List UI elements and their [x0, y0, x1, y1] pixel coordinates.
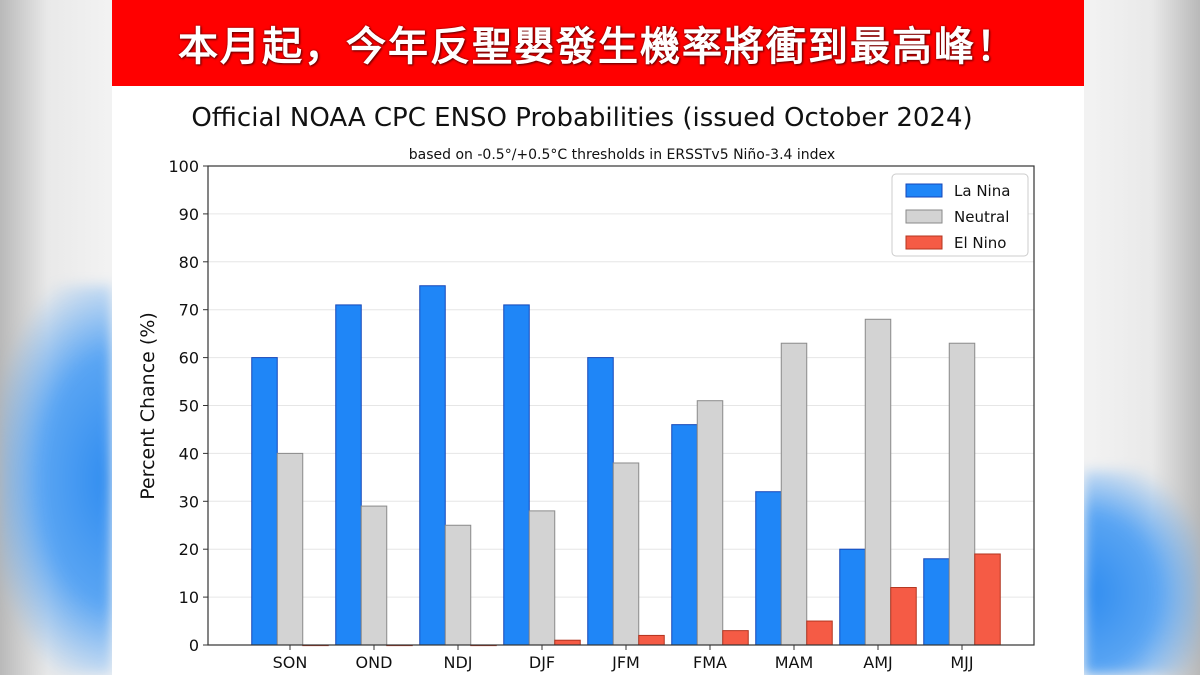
bar-el-nino-mam [806, 620, 833, 646]
x-tick-label: AMJ [863, 653, 892, 672]
bar-el-nino-mjj [974, 553, 1001, 646]
x-tick-label: MJJ [950, 653, 973, 672]
bar-neutral-amj [864, 318, 892, 646]
bar-la-nina-djf [503, 304, 530, 646]
legend-swatch-neutral [905, 209, 943, 224]
y-tick-label: 50 [179, 397, 199, 416]
bar-la-nina-jfm [587, 357, 614, 646]
x-axis-ticks: SON OND NDJ DJF JFM FMA MAM AMJ MJJ [273, 645, 974, 672]
y-tick-label: 20 [179, 540, 199, 559]
x-tick-label: JFM [611, 653, 640, 672]
bar-la-nina-ndj [419, 285, 446, 646]
x-tick-label: MAM [775, 653, 814, 672]
x-tick-label: FMA [693, 653, 727, 672]
y-axis-ticks: 0 10 20 30 40 50 60 70 80 90 100 [168, 157, 208, 655]
bar-neutral-jfm [612, 462, 640, 646]
chart-panel: 本月起，今年反聖嬰發生機率將衝到最高峰！ Official NOAA CPC E… [112, 0, 1084, 675]
bar-el-nino-fma [722, 630, 749, 646]
x-tick-label: OND [356, 653, 393, 672]
bar-neutral-ndj [444, 524, 472, 646]
bar-la-nina-amj [839, 548, 866, 646]
bar-neutral-son [276, 452, 304, 646]
bar-neutral-mam [780, 342, 808, 646]
legend-swatch-el-nino [905, 235, 943, 250]
chart-subtitle: based on -0.5°/+0.5°C thresholds in ERSS… [409, 147, 835, 163]
bar-la-nina-fma [671, 424, 698, 646]
chart-title: Official NOAA CPC ENSO Probabilities (is… [191, 103, 972, 133]
legend-label-la-nina: La Nina [954, 182, 1010, 200]
bar-el-nino-amj [890, 587, 917, 646]
y-tick-label: 30 [179, 492, 199, 511]
y-tick-label: 80 [179, 253, 199, 272]
bar-la-nina-mam [755, 491, 782, 646]
legend: La Nina Neutral El Nino [891, 173, 1029, 257]
y-tick-label: 0 [189, 636, 199, 655]
bar-el-nino-jfm [638, 634, 665, 646]
x-tick-label: NDJ [443, 653, 472, 672]
legend-swatch-la-nina [905, 183, 943, 198]
x-tick-label: SON [273, 653, 308, 672]
x-tick-label: DJF [529, 653, 555, 672]
y-tick-label: 10 [179, 588, 199, 607]
bar-la-nina-mjj [923, 558, 950, 646]
y-tick-label: 40 [179, 444, 199, 463]
headline-banner: 本月起，今年反聖嬰發生機率將衝到最高峰！ [112, 0, 1084, 86]
y-tick-label: 60 [179, 349, 199, 368]
legend-label-el-nino: El Nino [954, 234, 1007, 252]
plot-frame [207, 165, 1035, 646]
y-tick-label: 100 [168, 157, 199, 176]
bars [251, 285, 1001, 647]
bar-neutral-ond [360, 505, 388, 646]
headline-text: 本月起，今年反聖嬰發生機率將衝到最高峰！ [178, 24, 1018, 70]
background-blur-left [0, 285, 112, 675]
bar-la-nina-son [251, 357, 278, 646]
enso-probability-chart: Official NOAA CPC ENSO Probabilities (is… [137, 103, 1035, 672]
bar-el-nino-djf [554, 639, 581, 646]
y-tick-label: 90 [179, 205, 199, 224]
bar-neutral-fma [696, 400, 724, 646]
bar-neutral-mjj [948, 342, 976, 646]
background-blur-right [1084, 470, 1200, 675]
y-tick-label: 70 [179, 301, 199, 320]
bar-neutral-djf [528, 510, 556, 646]
legend-label-neutral: Neutral [954, 208, 1009, 226]
bar-la-nina-ond [335, 304, 362, 646]
y-axis-label: Percent Chance (%) [137, 312, 159, 500]
